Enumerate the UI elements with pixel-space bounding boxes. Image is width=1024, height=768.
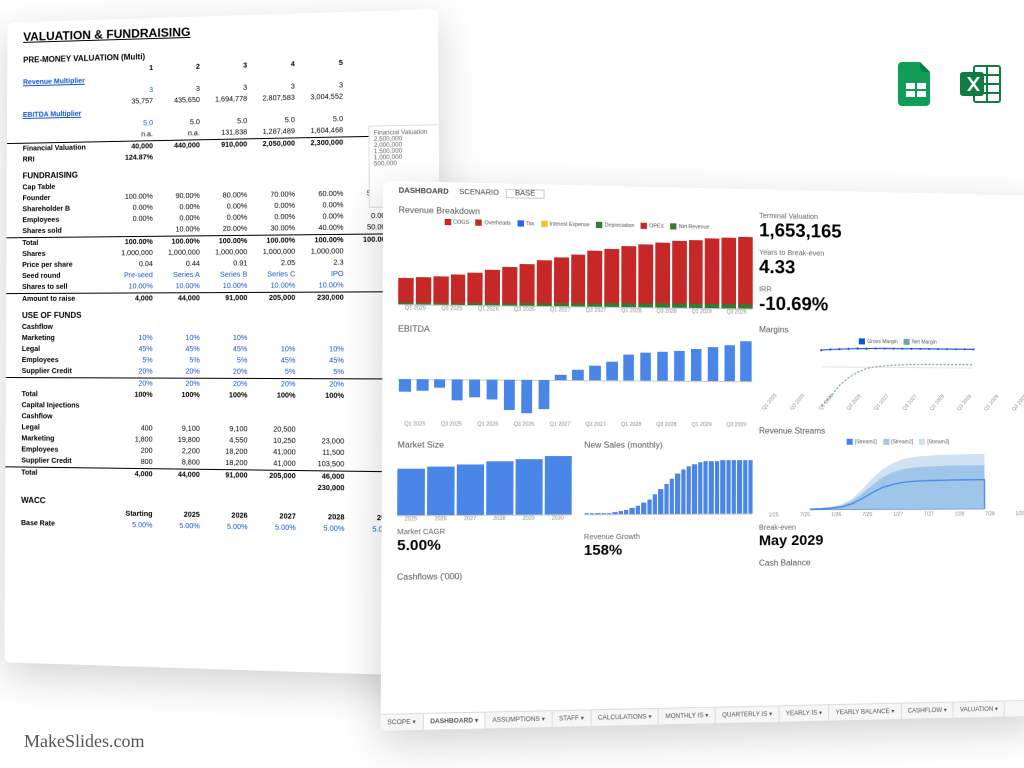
app-icons-row bbox=[892, 60, 1004, 108]
watermark: MakeSlides.com bbox=[24, 731, 144, 752]
cash-balance-title: Cash Balance bbox=[759, 556, 1024, 568]
sheet-tab-yearly-is[interactable]: YEARLY IS ▾ bbox=[780, 705, 830, 722]
sheet-tab-quarterly-is[interactable]: QUARTERLY IS ▾ bbox=[716, 706, 780, 723]
market-size-chart: Market Size 202520262027202820292030 Mar… bbox=[397, 441, 571, 560]
sheet-tabs: SCOPE ▾DASHBOARD ▾ASSUMPTIONS ▾STAFF ▾CA… bbox=[381, 700, 1024, 731]
use-of-funds-title: USE OF FUNDS bbox=[6, 304, 440, 322]
sheet-tab-staff[interactable]: STAFF ▾ bbox=[552, 710, 591, 727]
sheet-tab-scope[interactable]: SCOPE ▾ bbox=[381, 714, 424, 731]
sheet-tab-assumptions[interactable]: ASSUMPTIONS ▾ bbox=[486, 711, 553, 728]
ebitda-chart: EBITDA Q1 2025Q3 2025Q1 2026Q3 2026Q1 20… bbox=[398, 325, 753, 429]
sheet-tab-cashflow[interactable]: CASHFLOW ▾ bbox=[902, 703, 954, 719]
terminal-valuation-metric: Terminal Valuation 1,653,165 bbox=[759, 213, 1024, 247]
sheet-tab-monthly-is[interactable]: MONTHLY IS ▾ bbox=[659, 708, 716, 725]
sheet-tab-calculations[interactable]: CALCULATIONS ▾ bbox=[591, 709, 659, 726]
google-sheets-icon bbox=[892, 60, 940, 108]
margins-chart: Margins Gross Margin Net Margin Q1 2025Q… bbox=[759, 325, 1024, 417]
sheet-tab-dashboard[interactable]: DASHBOARD ▾ bbox=[424, 713, 486, 730]
new-sales-chart: New Sales (monthly) Revenue Growth 158% bbox=[584, 441, 753, 559]
valuation-spreadsheet-window: VALUATION & FUNDRAISING PRE-MONEY VALUAT… bbox=[4, 9, 442, 677]
sheet-tab-yearly-balance[interactable]: YEARLY BALANCE ▾ bbox=[829, 704, 901, 721]
irr-metric: IRR -10.69% bbox=[759, 286, 1024, 318]
sheet-tab-valuation[interactable]: VALUATION ▾ bbox=[954, 701, 1005, 717]
revenue-breakdown-chart: Revenue Breakdown COGSOverheadsTaxIntere… bbox=[398, 205, 753, 316]
revenue-streams-chart: Revenue Streams [Stream1][Stream2][Strea… bbox=[759, 427, 1024, 548]
years-breakeven-metric: Years to Break-even 4.33 bbox=[759, 249, 1024, 282]
dashboard-window: DASHBOARD SCENARIO BASE Revenue Breakdow… bbox=[381, 181, 1024, 731]
excel-icon bbox=[956, 60, 1004, 108]
cashflow-title: Cashflows ('000) bbox=[397, 569, 753, 582]
scenario-select[interactable]: BASE bbox=[505, 189, 545, 199]
